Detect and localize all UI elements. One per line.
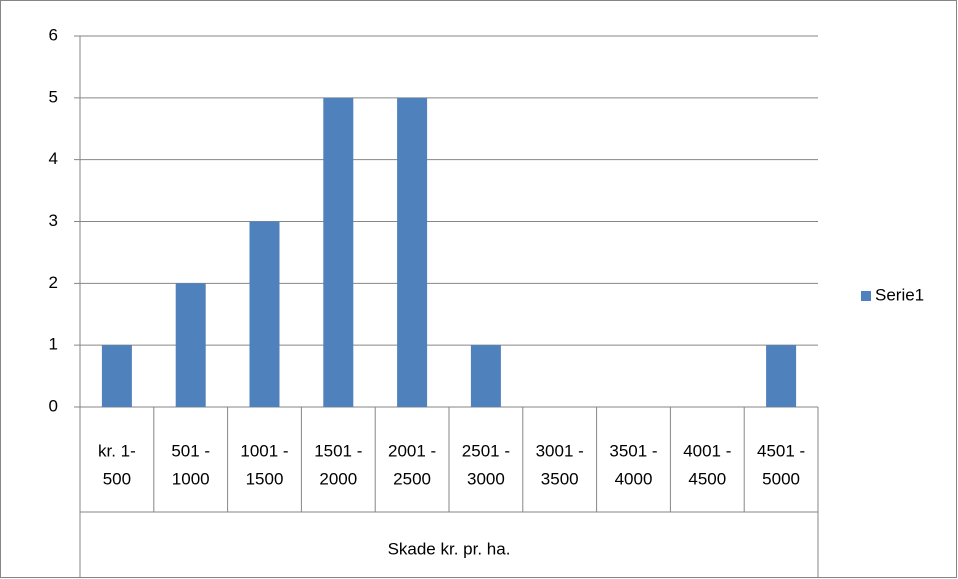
x-tick-label: 1001 - — [240, 441, 288, 460]
x-tick-label: 2001 - — [388, 441, 436, 460]
x-tick-label: 3501 - — [609, 441, 657, 460]
x-tick-label: 1501 - — [314, 441, 362, 460]
y-tick-label: 4 — [49, 149, 58, 168]
x-tick-label: 2000 — [319, 469, 357, 488]
x-tick-label: 2501 - — [462, 441, 510, 460]
bar — [397, 97, 428, 407]
bar — [249, 221, 280, 407]
x-tick-label: 4000 — [615, 469, 653, 488]
y-tick-label: 0 — [49, 396, 58, 415]
bar — [323, 97, 354, 407]
y-tick-label: 5 — [49, 87, 58, 106]
x-tick-label: 4500 — [688, 469, 726, 488]
x-tick-label: kr. 1- — [98, 441, 136, 460]
bar — [175, 283, 206, 407]
x-tick-label: 4001 - — [683, 441, 731, 460]
x-tick-label: 1500 — [246, 469, 284, 488]
x-tick-label: 1000 — [172, 469, 210, 488]
legend-label: Serie1 — [875, 285, 924, 304]
x-tick-label: 501 - — [171, 441, 210, 460]
x-axis-label: Skade kr. pr. ha. — [388, 539, 511, 558]
bar — [470, 345, 501, 407]
y-tick-label: 3 — [49, 211, 58, 230]
x-tick-label: 3500 — [541, 469, 579, 488]
bar — [766, 345, 797, 407]
x-tick-label: 2500 — [393, 469, 431, 488]
y-tick-label: 1 — [49, 335, 58, 354]
x-tick-label: 500 — [103, 469, 131, 488]
x-tick-label: 5000 — [762, 469, 800, 488]
x-tick-label: 4501 - — [757, 441, 805, 460]
x-tick-label: 3000 — [467, 469, 505, 488]
y-tick-label: 2 — [49, 273, 58, 292]
x-tick-label: 3001 - — [536, 441, 584, 460]
legend-swatch — [861, 291, 871, 301]
y-tick-label: 6 — [49, 25, 58, 44]
bar — [101, 345, 132, 407]
